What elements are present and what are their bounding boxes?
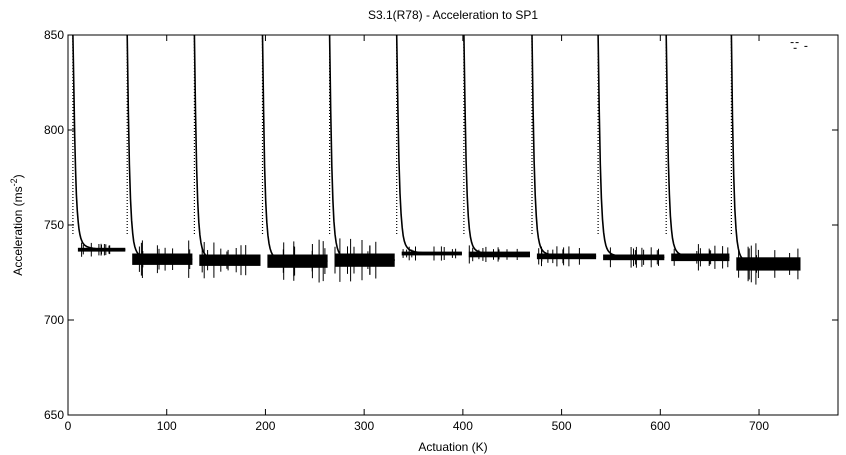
y-axis-label: Acceleration (ms-2)	[9, 174, 25, 275]
chart-title: S3.1(R78) - Acceleration to SP1	[368, 8, 538, 22]
decay-curve	[193, 34, 261, 261]
y-axis-label-end: )	[11, 174, 25, 178]
y-tick-label: 700	[44, 313, 64, 327]
y-axis-label-main: Acceleration (ms	[11, 186, 25, 275]
x-tick-label: 400	[453, 419, 473, 433]
x-axis-ticks: 0 100 200 300 400 500 600 700	[65, 35, 769, 433]
plateau-band	[267, 254, 328, 268]
decay-curve	[531, 34, 597, 258]
y-tick-label: 850	[44, 28, 64, 42]
x-tick-label: 300	[354, 419, 374, 433]
x-tick-label: 700	[749, 419, 769, 433]
plateau-series	[72, 34, 801, 285]
decay-curve	[463, 34, 530, 256]
plateau-band	[199, 254, 261, 266]
decay-curve	[597, 34, 665, 259]
x-tick-label: 500	[552, 419, 572, 433]
plateau-band	[736, 257, 801, 271]
decay-curve	[72, 34, 126, 251]
decay-curve	[395, 34, 462, 255]
plateau-band	[132, 253, 193, 265]
plateau-band	[536, 253, 597, 260]
decay-curve	[730, 34, 801, 265]
top-dash-points	[790, 42, 808, 49]
y-axis-ticks: 650 700 750 800 850	[44, 28, 838, 422]
y-tick-label: 650	[44, 408, 64, 422]
x-tick-label: 0	[65, 419, 72, 433]
decay-curve	[328, 34, 395, 261]
y-tick-label: 750	[44, 218, 64, 232]
plateau-band	[401, 251, 462, 256]
x-axis-label: Actuation (K)	[418, 440, 487, 454]
plot-frame	[67, 34, 839, 416]
decay-curve	[261, 34, 328, 262]
x-tick-label: 600	[650, 419, 670, 433]
y-tick-label: 800	[44, 123, 64, 137]
x-tick-label: 100	[157, 419, 177, 433]
plateau-band	[334, 253, 395, 267]
decay-curve	[126, 34, 193, 260]
y-axis-label-superscript: -2	[9, 178, 19, 186]
spike-series	[72, 35, 733, 235]
x-tick-label: 200	[255, 419, 275, 433]
decay-curve	[665, 34, 730, 259]
